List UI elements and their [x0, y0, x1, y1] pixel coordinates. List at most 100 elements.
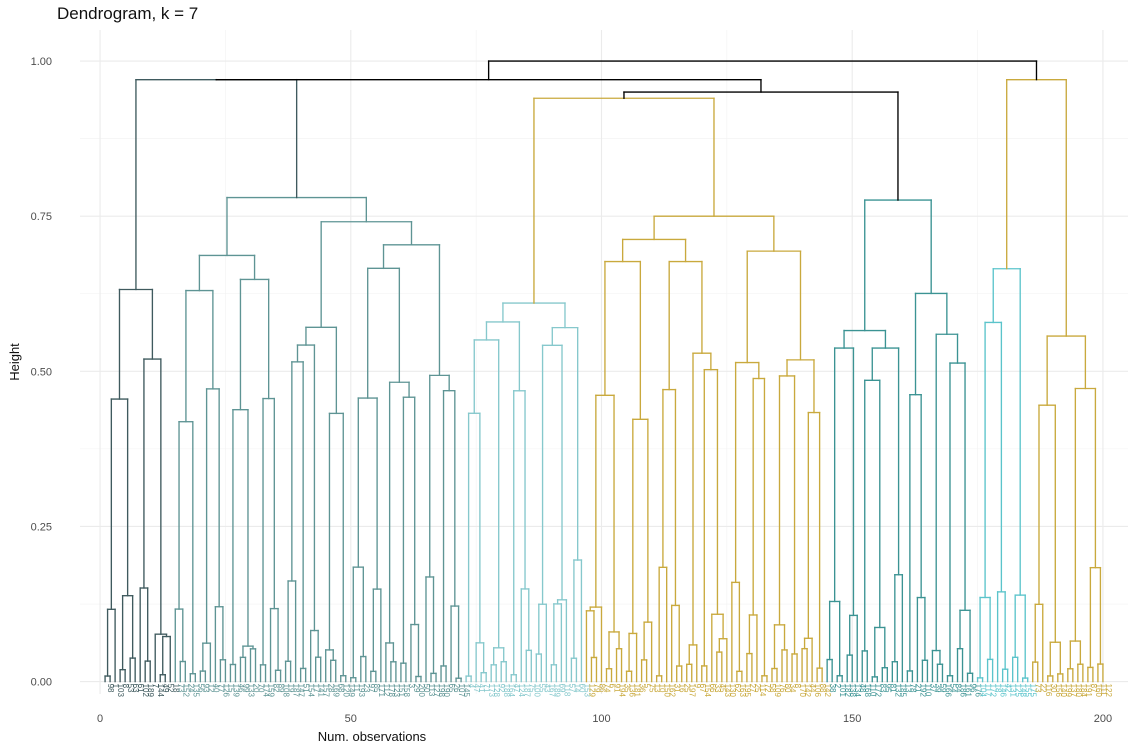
leaf-label: 61	[136, 684, 145, 693]
leaf-label: 148	[1019, 684, 1028, 698]
leaf-label: 191	[1084, 684, 1093, 698]
leaf-label: 67	[698, 684, 707, 693]
y-tick-label: 0.00	[31, 677, 52, 689]
leaf-label: 154	[307, 684, 316, 698]
leaf-label: 125	[1014, 684, 1023, 698]
leaf-label: 28	[327, 684, 336, 693]
leaf-label: 162	[668, 684, 677, 698]
leaf-label: 53	[126, 684, 135, 693]
leaf-label: 141	[317, 684, 326, 698]
leaf-label: 49	[161, 684, 170, 693]
leaf-label: 13	[903, 684, 912, 693]
leaf-label: 132	[893, 684, 902, 698]
leaf-label: 69	[557, 684, 566, 693]
leaf-label: 38	[828, 684, 837, 693]
leaf-label: 43	[542, 684, 551, 693]
leaf-label: 127	[432, 684, 441, 698]
leaf-label: 186	[959, 684, 968, 698]
leaf-label: 25	[683, 684, 692, 693]
leaf-label: 164	[507, 684, 516, 698]
leaf-label: 81	[888, 684, 897, 693]
leaf-label: 98	[106, 684, 115, 693]
leaf-label: 3	[407, 684, 416, 689]
leaf-label: 147	[297, 684, 306, 698]
leaf-label: 111	[1099, 684, 1108, 697]
leaf-label: 154	[703, 684, 712, 698]
leaf-label: 95	[883, 684, 892, 693]
leaf-label: 31	[673, 684, 682, 693]
leaf-label: 193	[357, 684, 366, 698]
leaf-label: 84	[953, 684, 962, 693]
leaf-label: 151	[397, 684, 406, 698]
leaf-label: 58	[768, 684, 777, 693]
leaf-label: 156	[1054, 684, 1063, 698]
leaf-label: 135	[191, 684, 200, 698]
leaf-label: 20	[251, 684, 260, 693]
leaf-label: 134	[853, 684, 862, 698]
leaf-label: 109	[773, 684, 782, 698]
leaf-label: 87	[1089, 684, 1098, 693]
leaf-label: 9	[693, 684, 702, 689]
leaf-label: 76	[778, 684, 787, 693]
leaf-label: 33	[713, 684, 722, 693]
y-tick-label: 1.00	[31, 56, 52, 68]
leaf-label: 19	[287, 684, 296, 693]
leaf-label: 152	[181, 684, 190, 698]
leaf-label: 36	[638, 684, 647, 693]
leaf-label: 47	[472, 684, 481, 693]
x-tick-label: 150	[843, 713, 861, 725]
leaf-label: 139	[231, 684, 240, 698]
leaf-label: 55	[537, 684, 546, 693]
leaf-label: 163	[738, 684, 747, 698]
leaf-label: 26	[452, 684, 461, 693]
leaf-label: 96	[969, 684, 978, 693]
leaf-label: 178	[387, 684, 396, 698]
leaf-label: 12	[206, 684, 215, 693]
leaf-label: 200	[417, 684, 426, 698]
leaf-label: 103	[116, 684, 125, 698]
leaf-label: 137	[1069, 684, 1078, 698]
leaf-label: 22	[1039, 684, 1048, 693]
y-axis-title: Height	[7, 343, 22, 381]
leaf-label: 57	[567, 684, 576, 693]
leaf-label: 59	[938, 684, 947, 693]
leaf-label: 14	[572, 684, 581, 693]
leaf-label: 149	[347, 684, 356, 698]
leaf-label: 194	[618, 684, 627, 698]
leaf-label: 25	[753, 684, 762, 693]
leaf-label: 8	[121, 684, 130, 689]
leaf-label: 75	[527, 684, 536, 693]
leaf-label: 142	[803, 684, 812, 698]
leaf-label: 118	[562, 684, 571, 697]
leaf-label: 128	[492, 684, 501, 698]
leaf-label: 138	[848, 684, 857, 698]
leaf-label: 91	[613, 684, 622, 693]
leaf-label: 72	[763, 684, 772, 693]
leaf-label: 189	[552, 684, 561, 698]
leaf-label: 75	[648, 684, 657, 693]
leaf-label: 77	[216, 684, 225, 693]
leaf-label: 116	[1044, 684, 1053, 697]
leaf-label: 146	[999, 684, 1008, 698]
leaf-labels: 9811038536361102189714449521873152241355…	[106, 684, 1113, 698]
leaf-label: 39	[933, 684, 942, 693]
leaf-label: 123	[392, 684, 401, 698]
leaf-label: 62	[733, 684, 742, 693]
leaf-label: 112	[382, 684, 391, 697]
leaf-label: 78	[908, 684, 917, 693]
leaf-label: 195	[743, 684, 752, 698]
leaf-label: 102	[141, 684, 150, 698]
leaf-label: 187	[522, 684, 531, 698]
leaf-label: 24	[186, 684, 195, 693]
leaf-label: 114	[758, 684, 767, 697]
axes: Num. observations Height 0 50 100 150 2000.0…	[7, 56, 1112, 744]
leaf-label: 65	[447, 684, 456, 693]
leaf-label: 168	[863, 684, 872, 698]
leaf-label: 120	[342, 684, 351, 698]
leaf-label: 71	[482, 684, 491, 693]
leaf-label: 44	[808, 684, 817, 693]
leaf-label: 131	[1009, 684, 1018, 698]
leaf-label: 45	[718, 684, 727, 693]
leaf-label: 35	[623, 684, 632, 693]
leaf-label: 27	[748, 684, 757, 693]
